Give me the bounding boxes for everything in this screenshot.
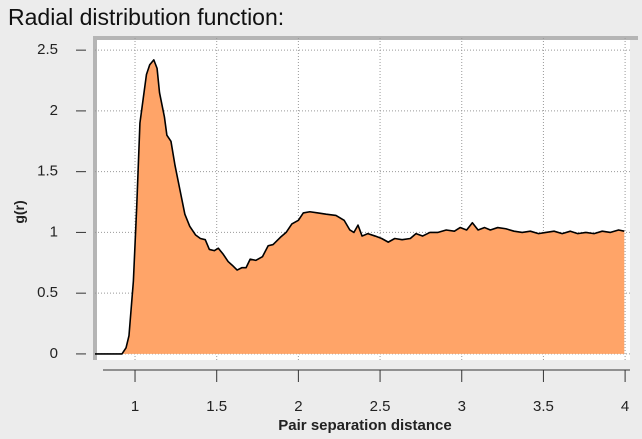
x-tick-label: 3.5 — [533, 398, 554, 415]
y-axis-label: g(r) — [11, 200, 27, 223]
x-axis-label: Pair separation distance — [278, 417, 451, 434]
x-tick-label: 4 — [621, 398, 629, 415]
x-tick-label: 1 — [131, 398, 139, 415]
y-tick-label: 2 — [50, 102, 58, 119]
x-tick-label: 2 — [294, 398, 302, 415]
chart-title: Radial distribution function: — [8, 4, 285, 30]
x-tick-label: 1.5 — [206, 398, 227, 415]
area-fill — [95, 59, 625, 354]
x-tick-label: 3 — [458, 398, 466, 415]
plot-border — [93, 36, 638, 360]
y-tick-label: 2.5 — [37, 41, 58, 58]
y-tick-label: 0 — [50, 345, 58, 362]
area-line — [95, 59, 625, 355]
x-tick-label: 2.5 — [370, 398, 391, 415]
y-tick-label: 1 — [50, 223, 58, 240]
y-tick-label: 0.5 — [37, 284, 58, 301]
y-tick-label: 1.5 — [37, 163, 58, 180]
